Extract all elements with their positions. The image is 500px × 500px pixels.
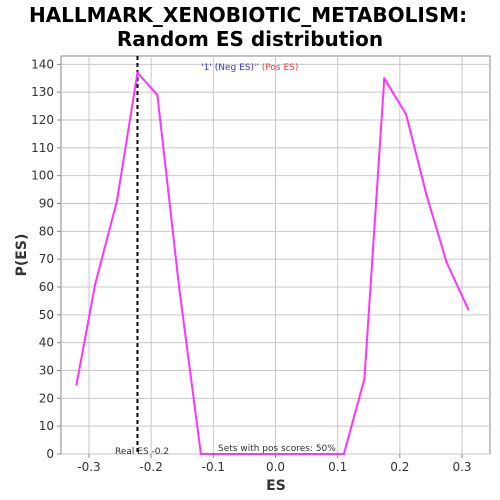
data-point xyxy=(177,285,181,289)
data-point xyxy=(383,77,386,80)
x-axis-label: ES xyxy=(266,478,286,494)
y-tick-label: 40 xyxy=(39,336,54,350)
y-tick-label: 80 xyxy=(39,224,54,238)
distribution-line xyxy=(75,71,470,455)
data-point xyxy=(305,452,308,456)
data-point xyxy=(115,199,119,202)
x-tick-label: 0.0 xyxy=(266,460,285,474)
data-point xyxy=(261,452,265,456)
data-point xyxy=(156,93,159,97)
grid xyxy=(61,56,490,455)
data-point xyxy=(93,283,97,286)
y-tick-label: 90 xyxy=(39,197,54,211)
y-tick-label: 110 xyxy=(31,141,54,155)
axes: -0.3 -0.2 -0.1 0.0 0.1 0.2 0.3 0 10 20 30 40 50 60 70 8… xyxy=(31,57,471,474)
y-tick-label: 130 xyxy=(31,85,54,99)
x-tick-label: -0.3 xyxy=(77,460,100,474)
pos-scores-label: Sets with pos scores: 50% xyxy=(218,444,336,454)
data-point xyxy=(75,383,78,386)
data-point xyxy=(136,71,139,74)
x-tick-label: 0.1 xyxy=(328,460,347,474)
legend: '1' (Neg ES) '' (Pos ES) xyxy=(201,63,298,73)
data-point xyxy=(240,452,243,456)
data-point xyxy=(425,193,428,197)
data-point xyxy=(283,452,287,456)
y-tick-label: 30 xyxy=(39,364,54,378)
y-axis-label: P(ES) xyxy=(14,234,30,277)
data-point xyxy=(363,377,366,381)
y-tick-label: 140 xyxy=(31,57,54,71)
y-tick-label: 0 xyxy=(46,447,54,461)
data-point xyxy=(404,113,408,116)
chart-title: HALLMARK_XENOBIOTIC_METABOLISM: xyxy=(29,3,467,27)
data-point xyxy=(445,260,448,264)
y-tick-label: 70 xyxy=(39,252,54,266)
series-layer xyxy=(75,56,470,456)
legend-neg-es: '1' (Neg ES) xyxy=(201,63,254,73)
y-tick-label: 10 xyxy=(39,419,54,433)
data-point xyxy=(342,452,346,456)
x-tick-label: -0.2 xyxy=(139,460,162,474)
data-point xyxy=(327,452,330,456)
x-tick-label: 0.2 xyxy=(390,460,409,474)
y-tick-label: 120 xyxy=(31,113,54,127)
x-tick-label: 0.3 xyxy=(452,460,471,474)
data-point xyxy=(467,308,470,311)
y-tick-label: 60 xyxy=(39,280,54,294)
data-point xyxy=(199,452,203,456)
y-tick-label: 20 xyxy=(39,391,54,405)
data-point xyxy=(218,452,221,456)
x-tick-label: -0.1 xyxy=(202,460,225,474)
y-tick-label: 50 xyxy=(39,308,54,322)
chart-subtitle: Random ES distribution xyxy=(117,27,383,51)
legend-pos-es: '' (Pos ES) xyxy=(254,63,298,73)
real-es-label: Real ES -0.2 xyxy=(115,447,169,457)
y-tick-label: 100 xyxy=(31,169,54,183)
